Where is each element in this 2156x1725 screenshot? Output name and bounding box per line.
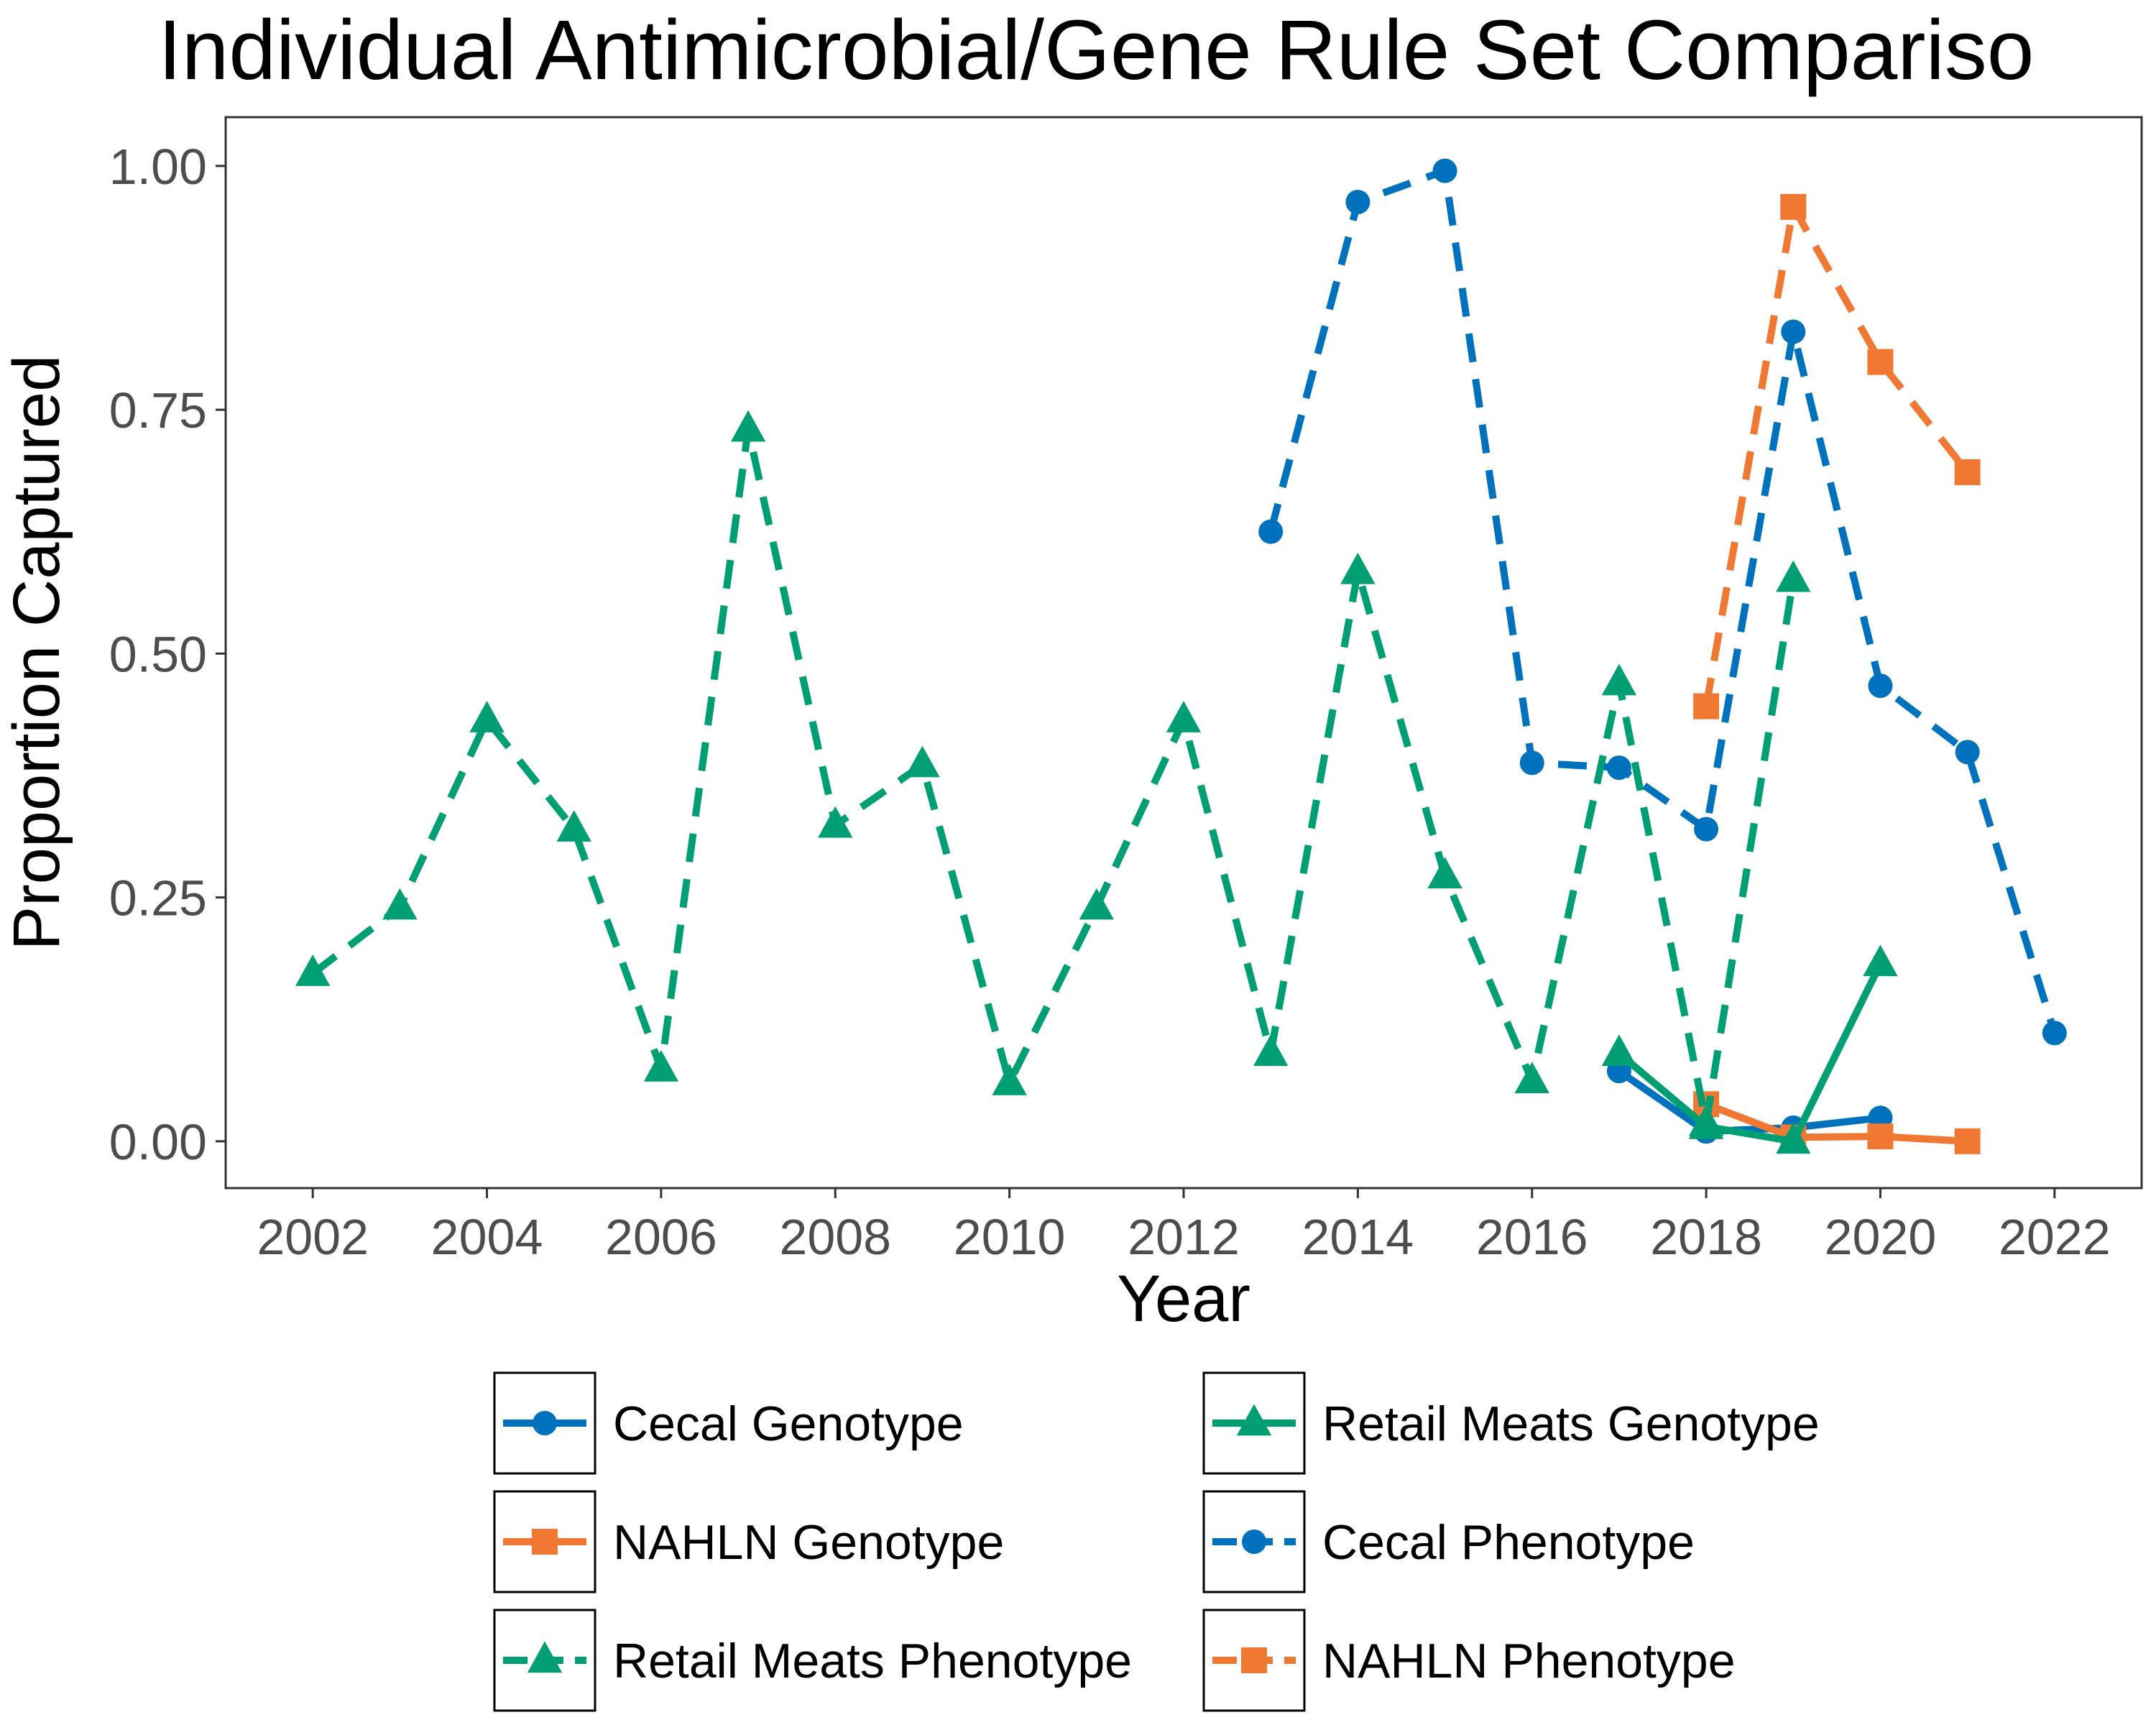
data-point-retail-meats-phenotype bbox=[905, 745, 940, 778]
x-tick-label: 2008 bbox=[779, 1209, 891, 1265]
x-tick-label: 2014 bbox=[1302, 1209, 1414, 1265]
series-line-retail-meats-phenotype bbox=[310, 426, 1797, 1128]
data-point-retail-meats-phenotype bbox=[1776, 560, 1811, 592]
x-tick-label: 2002 bbox=[257, 1209, 369, 1265]
data-point-nahln-phenotype bbox=[1867, 349, 1894, 375]
legend-label: Cecal Phenotype bbox=[1322, 1515, 1695, 1570]
data-point-nahln-genotype bbox=[1954, 1128, 1981, 1154]
series-nahln-phenotype bbox=[1693, 193, 1981, 719]
series-line-cecal-phenotype bbox=[1267, 167, 2058, 1034]
x-tick-label: 2020 bbox=[1825, 1209, 1937, 1265]
data-point-retail-meats-genotype bbox=[1776, 1122, 1811, 1154]
data-point-retail-meats-phenotype bbox=[992, 1063, 1027, 1095]
data-point-nahln-phenotype bbox=[1780, 193, 1807, 220]
legend-item-retail-meats-phenotype: Retail Meats Phenotype bbox=[493, 1609, 1132, 1712]
legend-label: NAHLN Genotype bbox=[613, 1515, 1004, 1570]
x-tick-label: 2010 bbox=[954, 1209, 1066, 1265]
data-point-cecal-phenotype bbox=[1781, 319, 1806, 344]
y-tick-label: 0.75 bbox=[109, 382, 207, 438]
data-point-cecal-phenotype bbox=[1432, 158, 1457, 183]
x-tick-label: 2022 bbox=[1999, 1209, 2111, 1265]
legend-key-marker bbox=[1241, 1647, 1267, 1673]
data-point-cecal-phenotype bbox=[1606, 755, 1631, 781]
series-line-nahln-phenotype bbox=[1703, 203, 1971, 707]
data-point-cecal-phenotype bbox=[1519, 750, 1544, 776]
data-point-retail-meats-phenotype bbox=[1601, 663, 1637, 696]
data-point-retail-meats-phenotype bbox=[469, 701, 505, 732]
series-cecal-phenotype bbox=[1258, 158, 2067, 1046]
x-tick-label: 2018 bbox=[1650, 1209, 1762, 1265]
data-point-retail-meats-genotype bbox=[1688, 1108, 1724, 1139]
data-point-cecal-phenotype bbox=[1258, 519, 1284, 544]
data-point-retail-meats-phenotype bbox=[1427, 857, 1462, 889]
legend: Cecal Genotype NAHLN Genotype Retail Meats… bbox=[493, 1371, 1820, 1712]
legend-key-marker bbox=[533, 1411, 557, 1435]
legend-label: Retail Meats Genotype bbox=[1322, 1397, 1820, 1451]
series-line-retail-meats-genotype bbox=[1616, 962, 1884, 1145]
legend-key-marker bbox=[1236, 1404, 1272, 1436]
data-point-retail-meats-phenotype bbox=[1253, 1034, 1289, 1066]
x-tick-label: 2004 bbox=[431, 1209, 543, 1265]
data-point-cecal-phenotype bbox=[1694, 816, 1719, 842]
y-tick-label: 1.00 bbox=[109, 139, 207, 195]
legend-label: NAHLN Phenotype bbox=[1322, 1634, 1736, 1688]
x-axis-title: Year bbox=[1117, 1262, 1250, 1335]
data-point-nahln-phenotype bbox=[1693, 693, 1720, 719]
legend-key-marker bbox=[527, 1641, 563, 1673]
data-point-retail-meats-phenotype bbox=[556, 810, 591, 842]
legend-item-cecal-phenotype: Cecal Phenotype bbox=[1202, 1490, 1695, 1593]
data-point-nahln-phenotype bbox=[1954, 459, 1981, 485]
legend-item-nahln-genotype: NAHLN Genotype bbox=[493, 1490, 1004, 1593]
data-point-retail-meats-genotype bbox=[1863, 944, 1898, 977]
series-line-cecal-genotype bbox=[1617, 1068, 1881, 1136]
legend-label: Cecal Genotype bbox=[613, 1397, 964, 1451]
legend-item-nahln-phenotype: NAHLN Phenotype bbox=[1202, 1609, 1736, 1712]
data-point-cecal-phenotype bbox=[1345, 190, 1370, 215]
data-point-retail-meats-phenotype bbox=[295, 954, 331, 986]
data-point-cecal-phenotype bbox=[2042, 1021, 2067, 1046]
legend-label: Retail Meats Phenotype bbox=[613, 1634, 1132, 1688]
x-tick-label: 2016 bbox=[1476, 1209, 1588, 1265]
axes: 2002 2004 2006 2008 2010 2012 2014 2016 2018 2020… bbox=[109, 139, 2111, 1265]
series-retail-meats-genotype bbox=[1601, 944, 1898, 1154]
data-point-retail-meats-phenotype bbox=[643, 1049, 679, 1082]
series-line-nahln-genotype bbox=[1705, 1100, 1968, 1145]
chart-title: Individual Antimicrobial/Gene Rule Set C… bbox=[158, 3, 2034, 98]
data-point-retail-meats-phenotype bbox=[818, 806, 853, 838]
data-point-cecal-phenotype bbox=[1955, 740, 1980, 765]
y-tick-label: 0.25 bbox=[109, 870, 207, 926]
legend-key-marker bbox=[532, 1529, 558, 1555]
legend-item-retail-meats-genotype: Retail Meats Genotype bbox=[1202, 1371, 1820, 1475]
series-layer bbox=[295, 158, 2067, 1154]
legend-item-cecal-genotype: Cecal Genotype bbox=[493, 1371, 964, 1475]
data-point-retail-meats-phenotype bbox=[1079, 888, 1114, 920]
data-point-retail-meats-genotype bbox=[1601, 1034, 1637, 1066]
data-point-retail-meats-phenotype bbox=[1166, 701, 1202, 732]
data-point-retail-meats-phenotype bbox=[1514, 1062, 1549, 1093]
y-tick-label: 0.50 bbox=[109, 626, 207, 682]
data-point-retail-meats-phenotype bbox=[1340, 552, 1376, 584]
y-axis-title: Proportion Captured bbox=[0, 355, 73, 951]
y-tick-label: 0.00 bbox=[109, 1114, 207, 1170]
data-point-cecal-phenotype bbox=[1868, 673, 1893, 699]
data-point-retail-meats-phenotype bbox=[730, 410, 766, 442]
data-point-retail-meats-phenotype bbox=[382, 888, 418, 920]
legend-key-marker bbox=[1242, 1530, 1266, 1554]
x-tick-label: 2006 bbox=[605, 1209, 717, 1265]
data-point-nahln-genotype bbox=[1867, 1123, 1894, 1150]
x-tick-label: 2012 bbox=[1128, 1209, 1240, 1265]
